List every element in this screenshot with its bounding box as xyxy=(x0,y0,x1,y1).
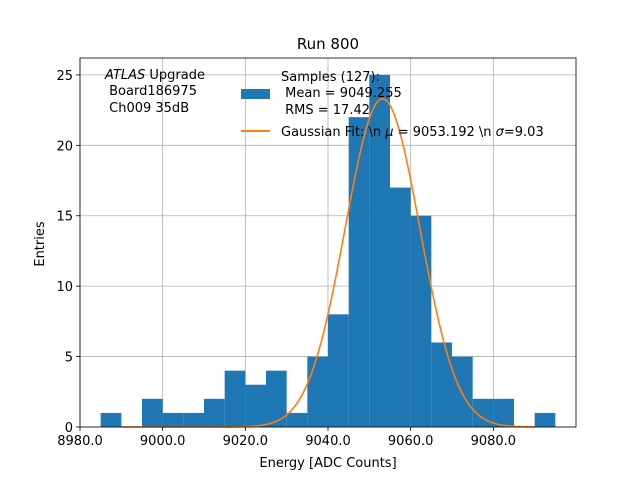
legend-fit-prefix: Gaussian Fit: \n xyxy=(281,125,385,140)
x-tick-label-5: 9080.0 xyxy=(471,434,517,449)
histogram-bar-12 xyxy=(348,117,370,427)
y-tick-label-0: 0 xyxy=(65,421,73,436)
x-tick-label-4: 9060.0 xyxy=(388,434,434,449)
y-tick-label-2: 10 xyxy=(56,280,73,295)
y-tick-label-5: 25 xyxy=(56,69,73,84)
y-tick-label-1: 5 xyxy=(65,351,73,366)
legend-hist-line-2: Mean = 9049.255 xyxy=(281,86,402,101)
legend-hist-line-1: Samples (127): xyxy=(281,70,380,85)
histogram-bar-15 xyxy=(410,215,432,427)
histogram-bar-4 xyxy=(183,412,204,427)
x-tick-label-0: 8980.0 xyxy=(57,434,103,449)
legend-fit-sigma: σ xyxy=(496,125,505,140)
histogram-bars xyxy=(100,74,556,428)
atlas-annotation: ATLAS Upgrade Board186975 Ch009 35dB xyxy=(104,68,205,116)
y-tick-label-4: 20 xyxy=(56,139,73,154)
histogram-bar-9 xyxy=(286,412,308,427)
annotation-rest: Upgrade xyxy=(145,68,205,83)
x-tick-label-1: 9000.0 xyxy=(140,434,186,449)
annotation-italic: ATLAS xyxy=(104,68,145,83)
ticks: 8980.0 9000.0 9020.0 9040.0 9060.0 9080.0 0 5 10… xyxy=(56,69,516,449)
legend: Samples (127): Mean = 9049.255 RMS = 17.… xyxy=(241,70,544,140)
legend-hist-swatch xyxy=(241,89,270,99)
x-axis-label: Energy [ADC Counts] xyxy=(259,456,396,471)
legend-hist-line-3: RMS = 17.42 xyxy=(281,103,370,118)
histogram-bar-21 xyxy=(534,412,556,427)
histogram-bar-13 xyxy=(369,74,390,428)
grid xyxy=(79,58,576,428)
chart-title: Run 800 xyxy=(297,35,359,53)
annotation-line-1: ATLAS Upgrade xyxy=(104,68,205,83)
annotation-line-2: Board186975 xyxy=(105,84,197,99)
x-tick-label-3: 9040.0 xyxy=(305,434,351,449)
legend-fit-mu: μ xyxy=(384,125,393,140)
histogram-bar-19 xyxy=(493,398,514,427)
histogram-bar-11 xyxy=(328,314,349,427)
y-tick-label-3: 15 xyxy=(56,210,73,225)
histogram-bar-3 xyxy=(162,412,184,427)
x-tick-label-2: 9020.0 xyxy=(223,434,269,449)
annotation-line-3: Ch009 35dB xyxy=(105,101,189,116)
histogram-bar-17 xyxy=(452,356,473,427)
histogram-bar-5 xyxy=(204,398,225,427)
histogram-bar-8 xyxy=(266,370,287,427)
legend-fit-suffix: =9.03 xyxy=(504,125,544,140)
histogram-bar-18 xyxy=(472,398,494,427)
histogram-bar-0 xyxy=(100,412,122,427)
histogram-bar-14 xyxy=(390,187,411,427)
histogram-bar-2 xyxy=(142,398,163,427)
legend-fit-middle: = 9053.192 \n xyxy=(394,125,496,140)
histogram-bar-6 xyxy=(224,370,246,427)
histogram-bar-16 xyxy=(431,342,452,427)
y-axis-label: Entries xyxy=(33,221,48,267)
histogram-bar-7 xyxy=(245,384,266,427)
legend-fit-label: Gaussian Fit: \n μ = 9053.192 \n σ=9.03 xyxy=(281,125,544,140)
histogram-bar-10 xyxy=(307,356,328,427)
